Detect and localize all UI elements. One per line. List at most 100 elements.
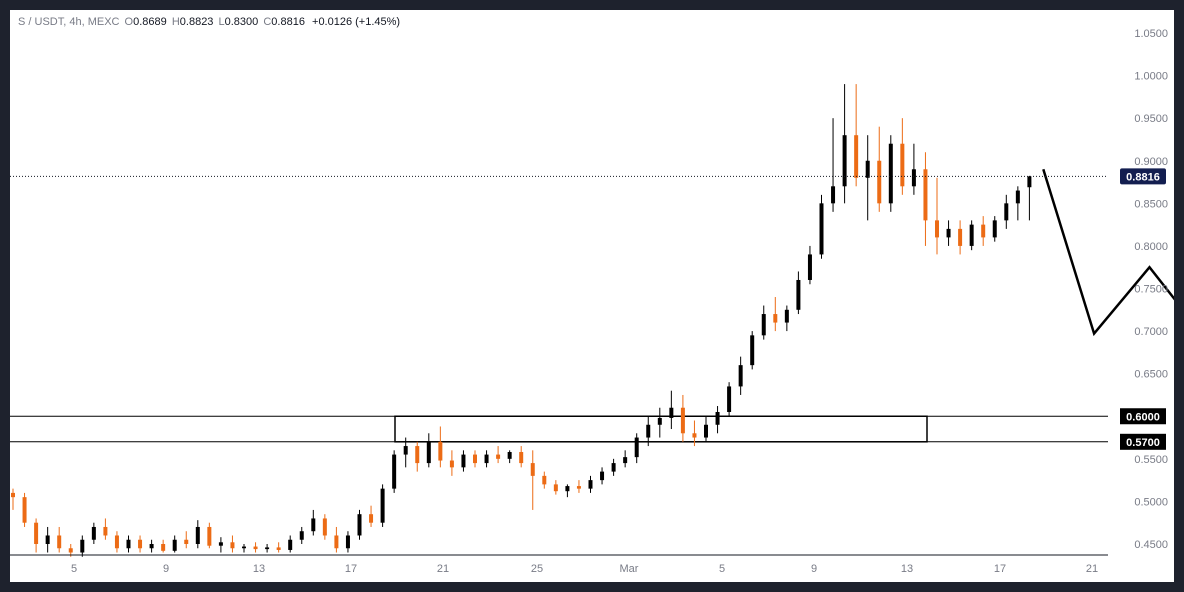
- candle: [403, 437, 408, 468]
- candle: [657, 407, 662, 438]
- candle: [473, 450, 477, 468]
- candle: [415, 441, 420, 472]
- candle-body: [449, 460, 454, 468]
- candle-body: [704, 424, 708, 438]
- candle-body: [657, 417, 662, 425]
- candle: [34, 518, 39, 553]
- candle: [345, 531, 350, 553]
- candle-body: [288, 539, 293, 550]
- candle-body: [646, 424, 651, 438]
- candle-body: [611, 463, 616, 472]
- candle: [854, 84, 859, 187]
- candle: [22, 492, 27, 527]
- candle-body: [784, 309, 789, 323]
- candle-body: [438, 441, 443, 461]
- candle: [496, 446, 501, 464]
- candle: [184, 531, 189, 549]
- candle: [484, 450, 489, 468]
- candle: [357, 509, 362, 540]
- candle: [796, 271, 801, 315]
- candle-body: [218, 542, 223, 546]
- candle-body: [369, 514, 374, 523]
- candle: [588, 475, 593, 493]
- candle-body: [819, 203, 824, 255]
- x-tick-label: 25: [531, 563, 543, 575]
- candle-body: [530, 463, 535, 476]
- candle-body: [496, 454, 501, 459]
- candle: [138, 535, 143, 553]
- candle-body: [322, 518, 327, 536]
- candle-body: [900, 143, 905, 187]
- candle-body: [426, 441, 431, 464]
- x-tick-label: 5: [71, 563, 77, 575]
- candle: [576, 480, 581, 493]
- projection-line[interactable]: [1042, 168, 1174, 435]
- candle: [680, 394, 685, 442]
- zone-box[interactable]: [394, 415, 928, 443]
- candle-body: [172, 539, 177, 551]
- chart-header: S / USDT, 4h, MEXC O0.8689 H0.8823 L0.83…: [18, 16, 400, 28]
- candle-body: [403, 446, 408, 455]
- close-label: C: [263, 16, 272, 28]
- candle-body: [842, 135, 847, 187]
- candle: [242, 544, 246, 553]
- candle: [114, 531, 119, 553]
- candle-body: [103, 526, 108, 536]
- price-chart[interactable]: 1.0500 1.0000 0.9500 0.9000 0.8500 0.8000 0.75…: [10, 10, 1174, 582]
- candle-body: [473, 454, 477, 464]
- candle-body: [311, 518, 316, 532]
- candle-body: [888, 143, 893, 204]
- candle: [334, 526, 339, 553]
- candle-body: [854, 135, 859, 178]
- candle: [438, 426, 443, 468]
- candle: [392, 450, 397, 493]
- candle-body: [149, 544, 154, 549]
- y-tick-label: 0.9500: [1134, 113, 1168, 125]
- candle-body: [831, 186, 836, 204]
- candle: [311, 509, 316, 536]
- candle-body: [519, 452, 524, 464]
- candle: [969, 220, 974, 251]
- x-tick-label: 21: [1086, 563, 1098, 575]
- y-tick-label: 1.0500: [1134, 28, 1168, 40]
- close-value: 0.8816: [271, 16, 305, 28]
- y-tick-label: 0.4500: [1134, 539, 1168, 551]
- high-label: H: [171, 16, 180, 28]
- candle: [369, 505, 374, 527]
- candle-body: [911, 169, 916, 187]
- candle: [842, 84, 847, 204]
- x-tick-label: 13: [901, 563, 913, 575]
- candle-body: [207, 526, 212, 546]
- candle: [877, 126, 882, 212]
- y-tick-label: 0.5000: [1134, 496, 1168, 508]
- candle: [519, 446, 524, 468]
- candle-body: [796, 279, 801, 310]
- candle: [784, 305, 789, 332]
- candle: [542, 471, 547, 489]
- candle-body: [992, 220, 997, 238]
- candle-body: [761, 314, 766, 336]
- candle-body: [276, 547, 281, 550]
- candle-body: [600, 471, 605, 481]
- open-value: 0.8689: [133, 16, 167, 28]
- candle-body: [184, 539, 189, 544]
- candle: [45, 526, 50, 553]
- candle-body: [91, 526, 96, 540]
- open-label: O: [124, 16, 134, 28]
- candle: [1015, 186, 1020, 221]
- candle-body: [114, 535, 119, 549]
- candle: [161, 539, 166, 553]
- x-tick-label: Mar: [620, 563, 639, 575]
- candle-body: [738, 365, 743, 387]
- x-tick-label: 17: [345, 563, 357, 575]
- candle: [380, 484, 385, 527]
- candle-body: [126, 539, 131, 549]
- candle: [461, 450, 466, 472]
- y-tick-label: 0.8000: [1134, 241, 1168, 253]
- candle-body: [230, 542, 235, 549]
- zone-top-label-bg: [1120, 408, 1166, 425]
- y-tick-label: 0.9000: [1134, 156, 1168, 168]
- candle-body: [542, 475, 547, 485]
- candle-body: [22, 497, 27, 523]
- candle: [819, 194, 824, 259]
